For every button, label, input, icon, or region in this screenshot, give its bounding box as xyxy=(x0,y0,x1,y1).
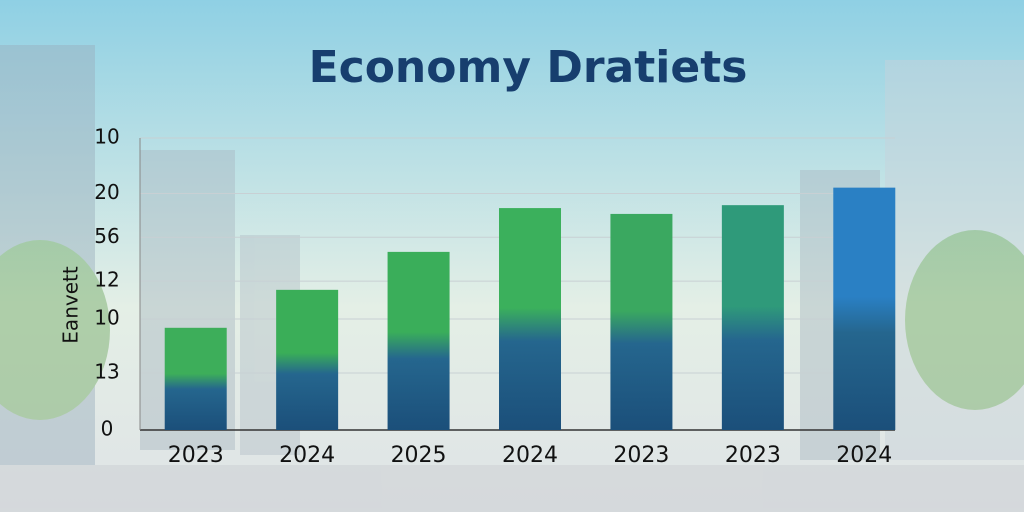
bar xyxy=(164,327,227,430)
x-tick-label: 2023 xyxy=(725,443,781,468)
y-tick-label: 0 xyxy=(101,417,114,441)
x-tick-label: 2025 xyxy=(391,443,447,468)
x-tick-label: 2024 xyxy=(502,443,558,468)
y-tick-label: 56 xyxy=(94,224,119,248)
y-tick-label: 10 xyxy=(94,306,119,330)
bar xyxy=(610,213,673,430)
y-tick-label: 13 xyxy=(94,360,119,384)
y-axis-label: Eanvett xyxy=(59,266,83,344)
chart-title: Economy Dratiets xyxy=(309,42,748,93)
bar xyxy=(499,208,561,430)
bar xyxy=(721,205,784,430)
bar xyxy=(833,187,896,430)
y-tick-label: 20 xyxy=(94,180,119,204)
y-tick-label: 12 xyxy=(94,268,119,292)
bar xyxy=(387,251,450,430)
x-tick-label: 2024 xyxy=(836,443,892,468)
y-tick-label: 10 xyxy=(94,125,119,149)
x-tick-label: 2023 xyxy=(168,443,224,468)
x-tick-label: 2024 xyxy=(279,443,335,468)
x-tick-label: 2023 xyxy=(613,443,669,468)
bar xyxy=(276,289,339,430)
